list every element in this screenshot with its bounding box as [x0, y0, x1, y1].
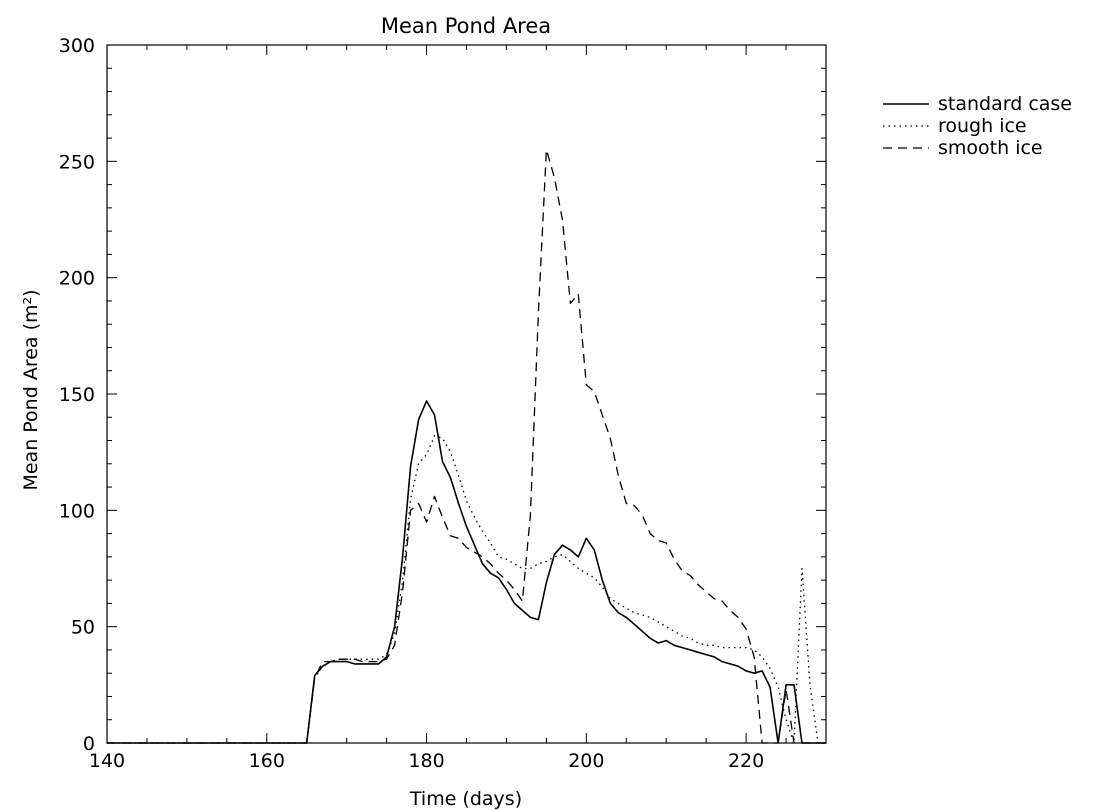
- x-tick-label: 220: [728, 750, 764, 772]
- x-tick-label: 200: [568, 750, 604, 772]
- plot-frame: [107, 45, 826, 743]
- x-tick-label: 180: [408, 750, 444, 772]
- series-line-standard-case: [107, 401, 826, 743]
- y-tick-label: 100: [59, 500, 95, 522]
- chart-title: Mean Pond Area: [381, 14, 551, 38]
- y-axis-title: Mean Pond Area (m²): [20, 289, 42, 490]
- series-line-rough-ice: [107, 436, 826, 743]
- plot-area: [107, 45, 826, 743]
- y-tick-label: 150: [59, 384, 95, 406]
- y-tick-label: 50: [71, 617, 95, 639]
- y-axis: 0 50 100 150 200 250 300: [59, 35, 826, 755]
- series-group: [107, 150, 826, 743]
- legend-label: smooth ice: [938, 137, 1043, 159]
- y-tick-label: 300: [59, 35, 95, 57]
- legend-label: rough ice: [938, 115, 1027, 137]
- y-tick-label: 200: [59, 268, 95, 290]
- x-axis: 140 160 180 200 220: [89, 45, 826, 772]
- series-line-smooth-ice: [107, 150, 826, 743]
- legend-label: standard case: [938, 93, 1072, 115]
- y-tick-label: 0: [83, 733, 95, 755]
- x-tick-label: 160: [249, 750, 285, 772]
- y-tick-label: 250: [59, 151, 95, 173]
- x-axis-title: Time (days): [409, 788, 522, 810]
